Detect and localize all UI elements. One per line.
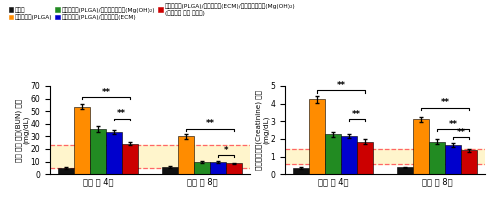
Bar [285, 149, 485, 164]
Y-axis label: 크레아티니닌(Creatinine) 수치
(mg/dL): 크레아티니닌(Creatinine) 수치 (mg/dL) [255, 90, 269, 170]
Text: **: ** [118, 109, 126, 118]
Bar [309, 99, 325, 174]
Bar [357, 141, 372, 174]
Bar [341, 136, 357, 174]
Bar [58, 169, 74, 174]
Bar [293, 168, 309, 174]
Bar [461, 150, 477, 174]
Legend: 대조군, 생체고분자(PLGA), 생체고분자(PLGA)/수산화마그네슐(Mg(OH)₂), 생체고분자(PLGA)/세포외기질(ECM), 생체고분자(PL: 대조군, 생체고분자(PLGA), 생체고분자(PLGA)/수산화마그네슐(Mg… [8, 3, 296, 20]
Y-axis label: 혁해 요소 질소(BUN) 수치
(mg/dL): 혁해 요소 질소(BUN) 수치 (mg/dL) [15, 98, 29, 162]
Bar [445, 145, 461, 174]
Text: **: ** [448, 120, 458, 129]
Bar [74, 107, 90, 174]
Bar [325, 135, 341, 174]
Text: **: ** [456, 127, 466, 137]
Bar [398, 167, 413, 174]
Bar [122, 144, 138, 174]
Bar [194, 162, 210, 174]
Bar [226, 163, 242, 174]
Bar [413, 120, 429, 174]
Text: **: ** [352, 110, 362, 119]
Bar [429, 141, 445, 174]
Bar [50, 144, 250, 168]
Text: **: ** [102, 88, 110, 97]
Bar [178, 136, 194, 174]
Text: **: ** [440, 98, 450, 108]
Text: **: ** [206, 119, 214, 128]
Bar [162, 167, 178, 174]
Text: *: * [224, 146, 228, 155]
Text: **: ** [336, 81, 345, 90]
Bar [210, 161, 226, 174]
Bar [90, 129, 106, 174]
Bar [106, 132, 122, 174]
